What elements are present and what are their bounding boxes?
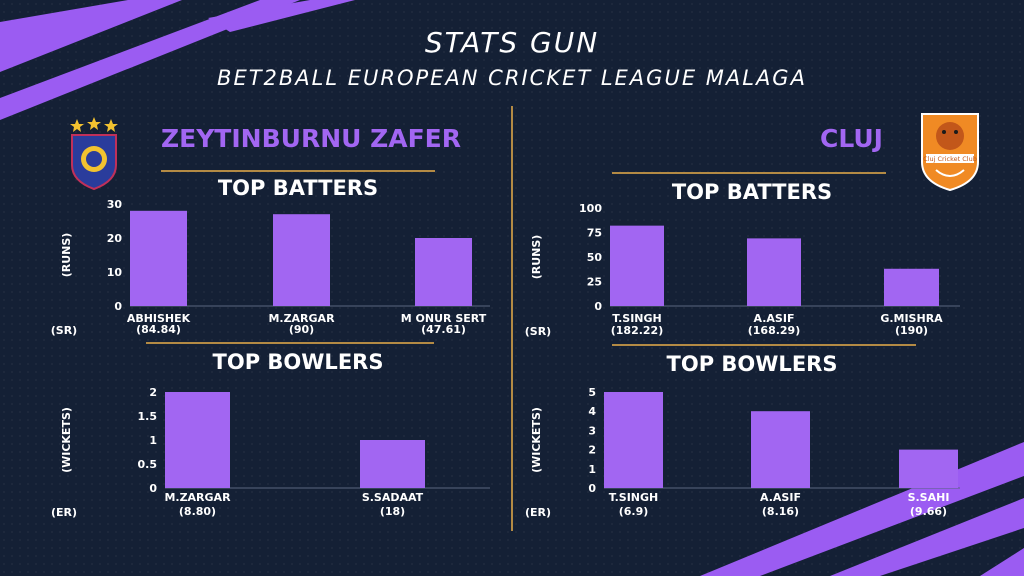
stripe-bottom-right-1 <box>700 442 1024 576</box>
stripe-bottom-right-3 <box>980 548 1024 576</box>
right-team-underline <box>612 172 886 174</box>
zeytinburnu-crest-icon <box>70 117 118 191</box>
right-bowlers-title: TOP BOWLERS <box>666 352 838 376</box>
right-section-divider <box>612 344 916 346</box>
left-team-underline <box>161 170 435 172</box>
cluj-cricket-club-logo-icon: Cluj Cricket Club <box>921 113 979 192</box>
right-batters-title: TOP BATTERS <box>671 180 833 204</box>
center-divider <box>511 106 513 531</box>
left-bowlers-title: TOP BOWLERS <box>212 350 384 374</box>
cluj-logo-text: Cluj Cricket Club <box>923 155 977 163</box>
stripe-top-left-3 <box>208 0 355 32</box>
page-subtitle: BET2BALL EUROPEAN CRICKET LEAGUE MALAGA <box>217 66 807 90</box>
right-team-name: CLUJ <box>820 124 883 153</box>
left-batters-title: TOP BATTERS <box>217 176 379 200</box>
stripe-top-left-2 <box>0 0 300 120</box>
stripe-top-left-1 <box>0 0 182 72</box>
left-team-name: ZEYTINBURNU ZAFER <box>161 124 461 153</box>
page-title: STATS GUN <box>424 26 600 59</box>
stripe-bottom-right-2 <box>830 498 1024 576</box>
left-section-divider <box>146 342 434 344</box>
